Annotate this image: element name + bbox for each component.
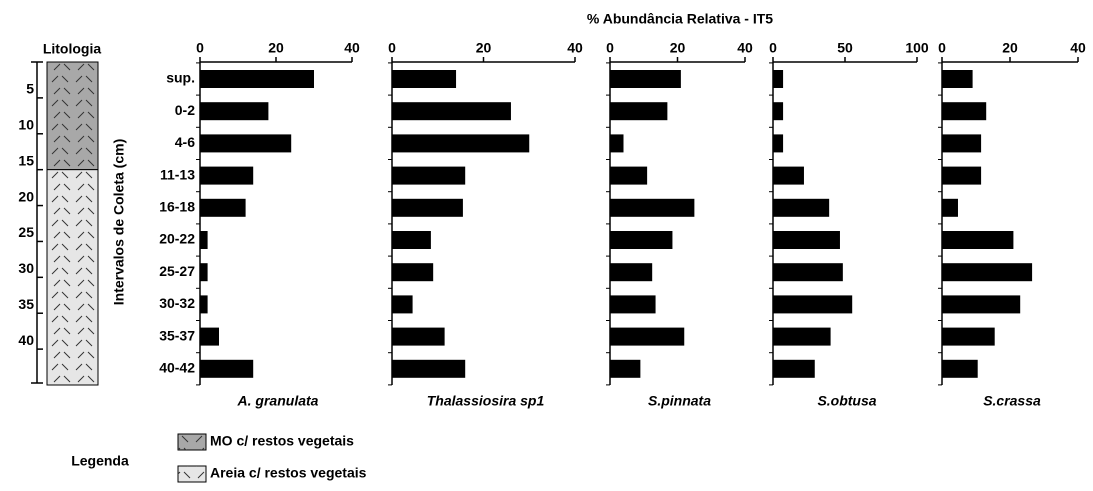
bar [773,327,831,346]
depth-tick-label: 35 [18,296,34,312]
depth-tick-label: 25 [18,224,34,240]
bar [200,327,219,346]
bar [200,102,269,121]
legend-hatch [178,466,206,482]
depth-tick-label: 10 [18,116,34,132]
bar [942,134,982,153]
category-label: 4-6 [175,134,195,150]
bar [392,70,457,88]
x-tick-label: 0 [769,40,777,56]
species-label: S.obtusa [817,393,876,409]
category-label: 40-42 [159,360,195,376]
bar [610,327,685,346]
bar [942,102,987,121]
y-axis-label: Intervalos de Coleta (cm) [111,139,127,306]
species-label: S.pinnata [648,393,711,409]
bar [942,198,958,217]
bar [200,70,314,88]
bar [200,198,246,217]
x-tick-label: 20 [1002,40,1018,56]
category-label: sup. [166,70,195,86]
bar [773,70,784,88]
lithology-hatch [47,62,98,170]
x-tick-label: 100 [905,40,929,56]
bar [200,295,208,314]
bar [942,359,978,378]
bar [610,198,695,217]
x-tick-label: 0 [606,40,614,56]
category-label: 11-13 [160,166,195,182]
bar [200,134,292,153]
legend-label: Areia c/ restos vegetais [210,465,367,481]
species-label: Thalassiosira sp1 [427,393,545,409]
bar [392,166,466,185]
lithology-title: Litologia [43,41,102,57]
x-tick-label: 50 [837,40,853,56]
species-label: A. granulata [237,393,319,409]
chart-title: % Abundância Relativa - IT5 [587,11,773,27]
bar [610,102,668,121]
bar [392,359,466,378]
bar [610,166,648,185]
x-tick-label: 20 [670,40,686,56]
bar [200,231,208,249]
x-tick-label: 20 [476,40,492,56]
bar [942,295,1021,314]
bar [392,263,434,282]
bar [773,102,784,121]
category-label: 0-2 [175,102,195,118]
x-tick-label: 0 [196,40,204,56]
bar [773,231,840,249]
bar [392,198,463,217]
bar [200,359,254,378]
depth-tick-label: 20 [18,188,34,204]
category-label: 25-27 [159,263,195,279]
bar [773,359,815,378]
category-label: 20-22 [159,231,195,247]
legend-title: Legenda [71,453,129,469]
bar [773,198,830,217]
bar [392,231,431,249]
category-label: 30-32 [159,295,195,311]
bar [392,327,445,346]
bar [392,102,511,121]
bar [942,263,1033,282]
species-label: S.crassa [983,393,1041,409]
bar [392,295,413,314]
legend-label: MO c/ restos vegetais [210,433,354,449]
depth-tick-label: 5 [26,81,34,97]
depth-tick-label: 15 [18,152,34,168]
bar [200,166,254,185]
bar [942,231,1014,249]
bar [942,166,982,185]
x-tick-label: 40 [1070,40,1086,56]
category-label: 16-18 [159,199,195,215]
x-tick-label: 40 [737,40,753,56]
x-tick-label: 40 [567,40,583,56]
bar [942,327,995,346]
category-label: 35-37 [159,327,195,343]
depth-tick-label: 30 [18,260,34,276]
bar [392,134,530,153]
bar [610,231,673,249]
bar [773,166,804,185]
bar [773,263,843,282]
bar [610,70,681,88]
bar [773,134,784,153]
bar [942,70,973,88]
depth-tick-label: 40 [18,332,34,348]
bar [773,295,853,314]
bar [610,359,641,378]
legend-hatch [178,434,206,450]
x-tick-label: 0 [938,40,946,56]
lithology-hatch [47,169,98,385]
x-tick-label: 20 [268,40,284,56]
x-tick-label: 0 [388,40,396,56]
bar [610,295,656,314]
bar [610,263,653,282]
x-tick-label: 40 [344,40,360,56]
bar [200,263,208,282]
bar [610,134,624,153]
